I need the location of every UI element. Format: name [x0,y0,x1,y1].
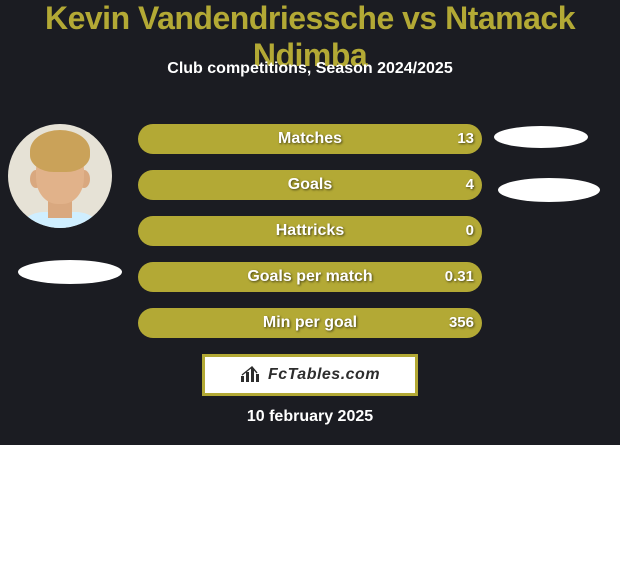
decorative-ellipse [498,178,600,202]
stat-bar-label: Min per goal [138,308,482,338]
avatar-hair [30,130,90,172]
source-badge-text: FcTables.com [268,366,380,384]
stat-bar-label: Hattricks [138,216,482,246]
stat-bar-value-left: 4 [466,170,474,200]
comparison-subtitle: Club competitions, Season 2024/2025 [0,60,620,78]
stat-bar: Goals per match0.31 [138,262,482,292]
comparison-card: Kevin Vandendriessche vs Ntamack Ndimba … [0,0,620,580]
source-badge: FcTables.com [202,354,418,396]
decorative-ellipse [18,260,122,284]
stat-bar-value-left: 0 [466,216,474,246]
card-blank-area [0,445,620,580]
player-left-avatar [8,124,112,228]
stat-bar-label: Goals [138,170,482,200]
chart-bars-icon [240,366,262,384]
card-content: Kevin Vandendriessche vs Ntamack Ndimba … [0,0,620,445]
stat-bar: Hattricks0 [138,216,482,246]
snapshot-date: 10 february 2025 [0,408,620,426]
decorative-ellipse [494,126,588,148]
stat-bar: Matches13 [138,124,482,154]
stat-bar-label: Matches [138,124,482,154]
stat-bars: Matches13 Goals4 Hattricks0 Goals per match… [138,124,482,338]
stat-bar: Goals4 [138,170,482,200]
stat-bar: Min per goal356 [138,308,482,338]
stat-bar-label: Goals per match [138,262,482,292]
stat-bar-value-left: 0.31 [445,262,474,292]
stat-bar-value-left: 356 [449,308,474,338]
stat-bar-value-left: 13 [457,124,474,154]
